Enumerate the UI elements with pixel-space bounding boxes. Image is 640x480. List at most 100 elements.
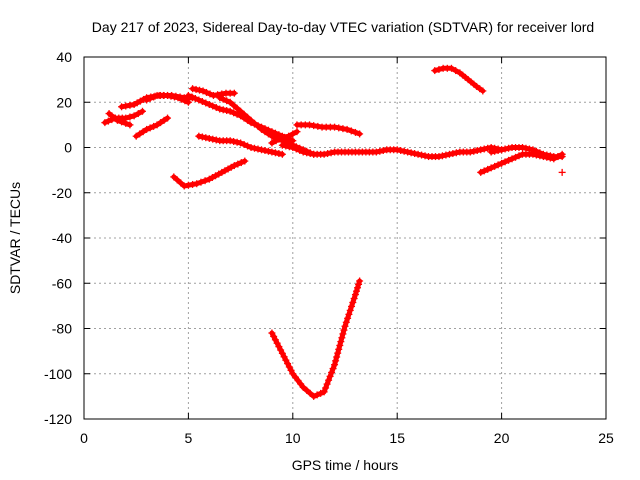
data-point (285, 132, 293, 140)
data-point (205, 134, 213, 142)
data-point (335, 124, 343, 132)
data-point (529, 146, 537, 154)
data-point (198, 133, 206, 141)
data-point (272, 137, 280, 145)
data-point (498, 146, 506, 154)
series-arc-09 (195, 132, 286, 158)
data-point (438, 152, 446, 160)
series-arc-17 (268, 277, 364, 400)
data-point (335, 345, 343, 353)
data-point (209, 135, 217, 143)
data-point (351, 291, 359, 299)
data-point (195, 96, 203, 104)
data-point (201, 177, 209, 185)
data-point (508, 155, 516, 163)
data-point (230, 101, 238, 109)
data-point (118, 118, 126, 126)
data-point (134, 110, 142, 118)
data-point (338, 334, 346, 342)
data-point (268, 139, 276, 147)
data-point (324, 150, 332, 158)
data-point (189, 85, 197, 93)
data-point (356, 277, 364, 285)
data-point (146, 124, 154, 132)
data-point (515, 152, 523, 160)
data-point (264, 147, 272, 155)
data-point (233, 138, 241, 146)
data-point (177, 95, 185, 103)
data-point (452, 149, 460, 157)
data-point (230, 162, 238, 170)
data-point (101, 119, 109, 127)
data-point (233, 104, 241, 112)
data-point (130, 112, 138, 120)
data-point (303, 386, 311, 394)
data-point (340, 326, 348, 334)
data-point (337, 338, 345, 346)
data-point (329, 365, 337, 373)
series-arc-13 (278, 141, 506, 161)
data-point (306, 389, 314, 397)
y-tick-label: -20 (52, 185, 72, 201)
data-point (257, 146, 265, 154)
data-point (342, 318, 350, 326)
data-point (244, 142, 252, 150)
data-point (349, 298, 357, 306)
data-point (310, 122, 318, 130)
data-point (205, 101, 213, 109)
data-point (407, 149, 415, 157)
data-point (332, 357, 340, 365)
data-point (494, 147, 502, 155)
data-point (198, 97, 206, 105)
data-point (558, 168, 566, 176)
data-point (376, 147, 384, 155)
data-point (323, 380, 331, 388)
data-point (479, 87, 487, 95)
data-point (400, 147, 408, 155)
data-point (331, 361, 339, 369)
data-point (122, 119, 130, 127)
data-point (230, 137, 238, 145)
data-point (494, 161, 502, 169)
data-point (491, 162, 499, 170)
data-point (327, 149, 335, 157)
data-point (491, 147, 499, 155)
series-arc-06 (189, 85, 238, 99)
y-tick-label: 20 (56, 94, 72, 110)
data-point (348, 302, 356, 310)
data-point (278, 150, 286, 158)
data-point (226, 137, 234, 145)
data-point (254, 122, 262, 130)
data-point (126, 101, 134, 109)
data-point (393, 146, 401, 154)
data-point (251, 119, 259, 127)
data-point (397, 147, 405, 155)
data-point (343, 125, 351, 133)
data-point (289, 144, 297, 151)
data-point (247, 116, 255, 124)
data-point (328, 368, 336, 376)
data-point (333, 353, 341, 361)
series-arc-12 (293, 121, 364, 138)
series-arc-11 (170, 157, 249, 190)
data-point (546, 152, 554, 160)
data-point (177, 179, 185, 187)
x-tick-label: 10 (285, 430, 301, 446)
data-point (418, 151, 426, 159)
data-point (150, 122, 158, 130)
data-point (331, 123, 339, 131)
data-point (126, 113, 134, 121)
data-point (268, 132, 276, 140)
data-point (293, 128, 301, 136)
data-point (536, 149, 544, 157)
data-point (275, 150, 283, 158)
data-point (202, 88, 210, 96)
data-point (487, 164, 495, 172)
data-point (339, 125, 347, 133)
data-point (240, 110, 248, 118)
data-point (209, 102, 217, 110)
data-point (219, 95, 227, 103)
data-point (230, 109, 238, 117)
data-point (344, 314, 352, 322)
data-point (216, 94, 224, 102)
